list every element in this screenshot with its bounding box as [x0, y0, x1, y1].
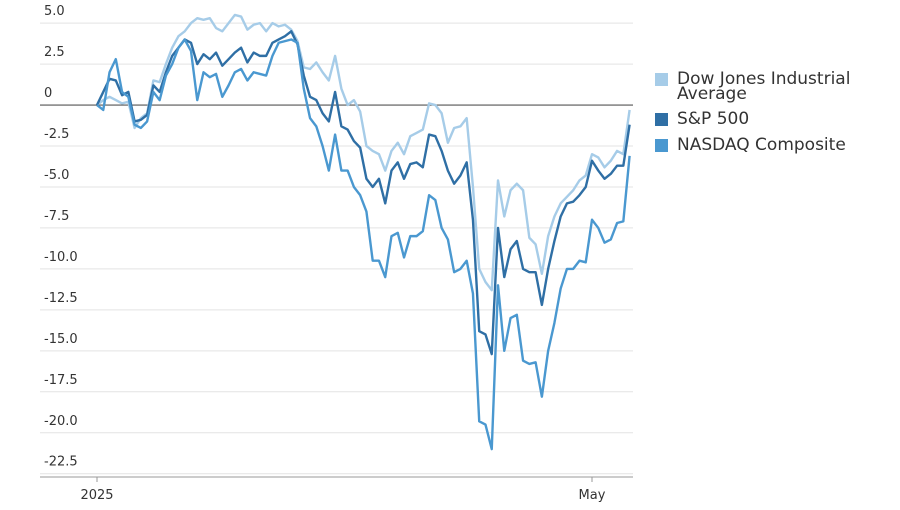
legend-item: Dow Jones Industrial Average: [655, 69, 857, 104]
legend-swatch: [655, 139, 668, 152]
legend-swatch: [655, 113, 668, 126]
y-tick-label: -5.0: [44, 168, 69, 183]
x-tick-label: May: [579, 488, 606, 503]
legend-item: S&P 500: [655, 109, 885, 129]
y-tick-label: -22.5: [44, 455, 78, 470]
legend-item: NASDAQ Composite: [655, 135, 885, 155]
y-tick-label: -20.0: [44, 414, 78, 429]
x-tick-label: 2025: [80, 488, 113, 503]
y-tick-label: 0: [44, 86, 52, 101]
legend: Dow Jones Industrial Average S&P 500 NASDA…: [655, 69, 885, 164]
y-tick-label: -10.0: [44, 250, 78, 265]
y-tick-label: -12.5: [44, 291, 78, 306]
line-series: [96, 13, 631, 292]
legend-label: NASDAQ Composite: [677, 135, 846, 155]
y-tick-label: -15.0: [44, 332, 78, 347]
line-series: [95, 30, 631, 356]
y-tick-label: 2.5: [44, 45, 65, 60]
legend-label: S&P 500: [677, 109, 750, 129]
legend-label: Dow Jones Industrial Average: [677, 69, 851, 104]
y-tick-label: -2.5: [44, 127, 69, 142]
legend-swatch: [655, 73, 668, 86]
line-series: [96, 38, 631, 451]
y-tick-label: -7.5: [44, 209, 69, 224]
y-tick-label: 5.0: [44, 4, 65, 19]
y-tick-label: -17.5: [44, 373, 78, 388]
